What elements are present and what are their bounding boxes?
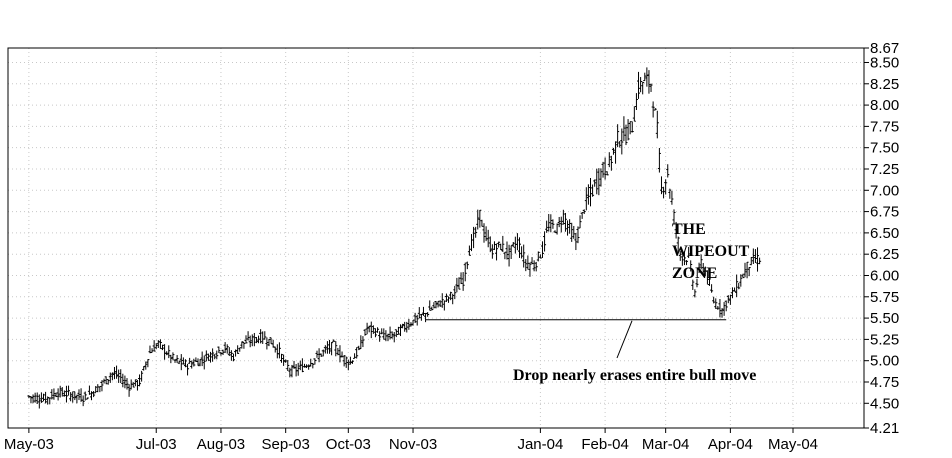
y-tick-label: 6.00	[870, 267, 899, 284]
y-tick-label: 8.25	[870, 76, 899, 93]
y-axis: 4.21 4.50 4.75 5.00 5.25 5.50 5.75 6.00 6.25 6.50…	[864, 40, 899, 437]
x-tick-label: Jul-03	[136, 436, 177, 453]
y-tick-label: 6.75	[870, 204, 899, 221]
x-tick-label: Oct-03	[326, 436, 371, 453]
y-tick-label: 7.50	[870, 140, 899, 157]
y-tick-label: 6.50	[870, 225, 899, 242]
wipeout-zone-label: ZONE	[672, 265, 717, 282]
x-tick-label: Sep-03	[261, 436, 309, 453]
y-tick-label: 5.75	[870, 289, 899, 306]
y-tick-label: 4.21	[870, 420, 899, 437]
x-tick-label: Mar-04	[642, 436, 690, 453]
y-tick-label: 8.00	[870, 97, 899, 114]
x-tick-label: Apr-04	[708, 436, 753, 453]
plot-frame	[7, 47, 865, 429]
y-tick-label: 7.25	[870, 161, 899, 178]
x-tick-label: Jan-04	[517, 436, 563, 453]
y-tick-label: 7.00	[870, 182, 899, 199]
wipeout-zone-label: WIPEOUT	[672, 243, 750, 260]
y-tick-label: 4.75	[870, 374, 899, 391]
callout-pointer	[616, 320, 633, 359]
y-tick-label: 6.25	[870, 246, 899, 263]
y-tick-label: 8.50	[870, 54, 899, 71]
x-tick-label: Feb-04	[581, 436, 629, 453]
annotation-text: THE WIPEOUT ZONE Drop nearly erases entire …	[513, 221, 756, 384]
y-tick-label: 8.67	[870, 40, 899, 57]
grid-lines	[8, 48, 864, 428]
x-tick-label: May-03	[4, 436, 54, 453]
y-tick-label: 5.00	[870, 353, 899, 370]
y-tick-label: 5.50	[870, 310, 899, 327]
y-tick-label: 7.75	[870, 118, 899, 135]
x-tick-label: Nov-03	[389, 436, 437, 453]
drop-callout-label: Drop nearly erases entire bull move	[513, 367, 756, 384]
x-axis: May-03 Jul-03 Aug-03 Sep-03 Oct-03 Nov-03 Jan-…	[4, 428, 818, 453]
wipeout-zone-label: THE	[672, 221, 706, 238]
x-tick-label: Aug-03	[197, 436, 245, 453]
x-tick-label: May-04	[768, 436, 818, 453]
annotation-lines	[425, 319, 727, 359]
y-tick-label: 4.50	[870, 395, 899, 412]
y-tick-label: 5.25	[870, 331, 899, 348]
ohlc-bars	[27, 67, 762, 409]
